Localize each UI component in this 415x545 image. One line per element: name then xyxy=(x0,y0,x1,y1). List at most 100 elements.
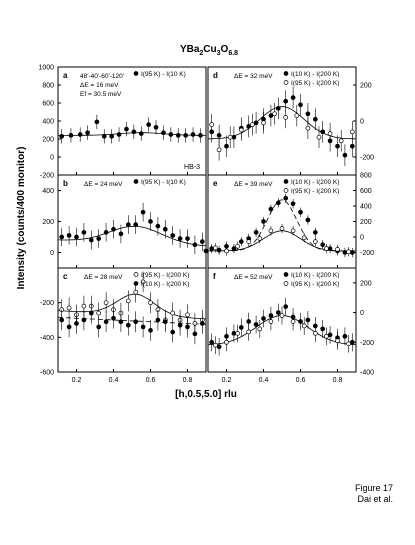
data-point xyxy=(253,322,259,327)
data-point xyxy=(74,234,79,240)
data-point xyxy=(125,298,131,304)
data-point xyxy=(305,111,311,117)
data-point xyxy=(342,152,348,158)
data-point xyxy=(238,239,244,244)
data-point xyxy=(283,115,289,120)
panel-letter: e xyxy=(213,179,218,188)
legend-marker xyxy=(283,71,289,76)
panel-e: -200 0 200 400 600 800 e ΔE = 39 meV I(10 K) - I… xyxy=(207,173,374,269)
legend-label: I(95 K) - I(200 K) xyxy=(291,188,339,195)
x-tick-label: 0.8 xyxy=(183,377,193,384)
data-point xyxy=(170,310,176,316)
data-point xyxy=(209,246,215,251)
panel-frame xyxy=(57,174,207,269)
data-point xyxy=(268,206,274,212)
data-point xyxy=(305,317,311,323)
legend-marker xyxy=(283,272,289,277)
data-point xyxy=(275,106,281,111)
data-point xyxy=(140,209,146,215)
panel-annotation: Ef = 30.5 meV xyxy=(80,91,122,98)
panel-c: -600 -400 -200 0.2 0.4 0.6 0.8 c ΔE = 28 meV I(95… xyxy=(40,267,207,384)
data-point xyxy=(133,319,139,325)
data-point xyxy=(298,319,303,324)
y-tick-label: -400 xyxy=(360,370,374,377)
data-point xyxy=(283,304,289,309)
data-point xyxy=(250,122,255,127)
data-point xyxy=(346,341,351,347)
data-point xyxy=(203,248,209,254)
data-point xyxy=(124,126,129,132)
data-point xyxy=(148,328,153,333)
panel-letter: a xyxy=(63,71,68,80)
data-point xyxy=(298,102,303,108)
data-point xyxy=(140,279,146,285)
x-tick-label: 0.2 xyxy=(72,377,82,384)
data-point xyxy=(111,315,116,321)
panel-a: -200 0 200 400 600 800 1000 a 48'-40'-60'-120' ΔE… xyxy=(38,65,207,180)
data-point xyxy=(294,113,300,118)
data-point xyxy=(96,236,102,241)
x-tick-label: 0.4 xyxy=(109,377,119,384)
y-tick-label: 200 xyxy=(360,219,372,226)
legend-marker xyxy=(133,272,139,277)
data-point xyxy=(68,133,74,138)
y-tick-label: 0 xyxy=(360,235,364,242)
data-point xyxy=(192,331,198,337)
data-point xyxy=(192,242,198,248)
data-point xyxy=(320,326,326,332)
caption-line-2: Dai et al. xyxy=(357,494,393,504)
data-point xyxy=(298,209,303,215)
data-point xyxy=(148,219,153,224)
data-point xyxy=(290,319,296,324)
fit-curve xyxy=(57,293,207,320)
data-point xyxy=(88,310,94,316)
legend-label: I(10 K) - I(200 K) xyxy=(141,281,189,288)
data-point xyxy=(268,113,274,118)
data-point xyxy=(261,120,266,126)
data-point xyxy=(335,247,340,252)
data-point xyxy=(77,132,83,137)
panel-annotation: 48'-40'-60'-120' xyxy=(80,73,124,80)
x-tick-label: 0.8 xyxy=(333,377,343,384)
data-point xyxy=(198,133,203,138)
data-point xyxy=(335,143,340,149)
data-point xyxy=(224,248,229,254)
data-point xyxy=(94,119,100,125)
y-tick-label: 0 xyxy=(50,155,54,162)
data-point xyxy=(66,305,72,311)
data-point xyxy=(185,312,190,318)
data-point xyxy=(177,236,183,241)
data-point xyxy=(231,246,237,251)
legend-marker xyxy=(133,71,139,76)
data-point xyxy=(290,95,296,100)
legend-marker xyxy=(283,281,289,286)
panel-b: 0 200 400 b ΔE = 24 meV I(95 K) - I(10 K) xyxy=(42,174,209,269)
legend-label: I(95 K) - I(200 K) xyxy=(291,80,339,87)
data-point xyxy=(209,339,215,345)
y-tick-label: -200 xyxy=(40,173,54,180)
data-point xyxy=(59,234,65,240)
data-point xyxy=(162,226,168,232)
data-point xyxy=(74,321,79,326)
data-point xyxy=(213,342,218,348)
data-point xyxy=(257,326,263,332)
legend-marker xyxy=(283,179,289,184)
legend-label: I(10 K) - I(200 K) xyxy=(291,71,339,78)
panel-frame xyxy=(207,267,357,373)
fit-curve-dashed xyxy=(208,199,356,252)
y-tick-label: 200 xyxy=(42,137,54,144)
data-point xyxy=(305,217,311,223)
figure-title: YBa2Cu3O6.8 xyxy=(180,44,238,57)
data-point xyxy=(327,131,333,136)
data-point xyxy=(133,222,139,227)
y-tick-label: 400 xyxy=(360,204,372,211)
panel-frame xyxy=(57,267,207,373)
data-point xyxy=(177,322,183,328)
data-point xyxy=(190,132,196,137)
x-tick-label: 0.4 xyxy=(259,377,269,384)
data-point xyxy=(125,222,131,227)
data-point xyxy=(111,226,116,232)
data-point xyxy=(103,230,109,235)
data-point xyxy=(261,219,266,224)
legend-label: I(10 K) - I(200 K) xyxy=(291,179,339,186)
